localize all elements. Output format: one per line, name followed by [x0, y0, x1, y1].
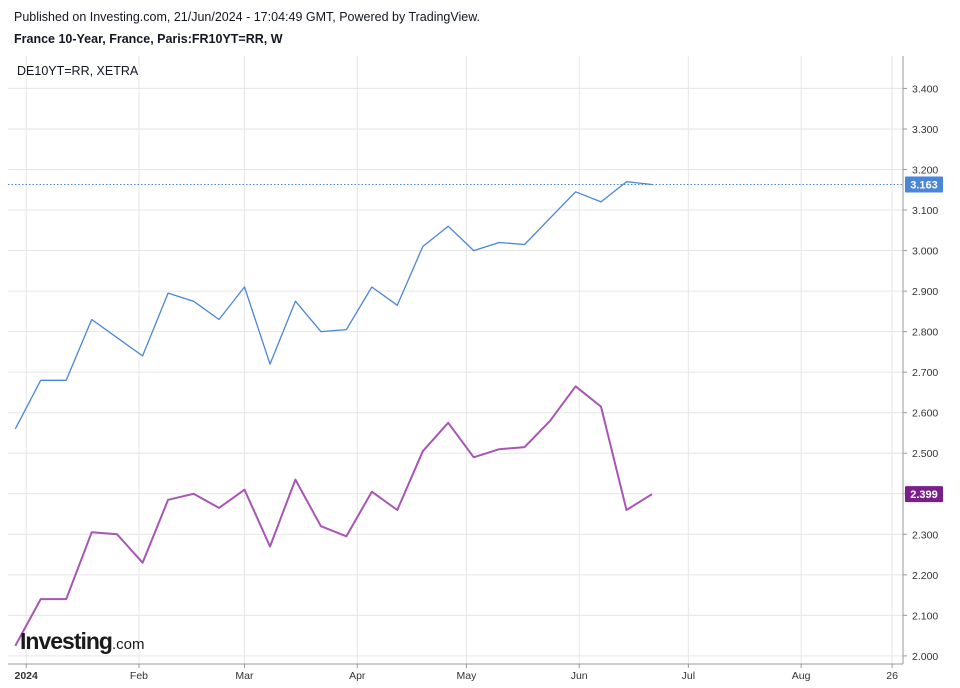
x-tick-label: Aug [792, 670, 811, 682]
x-tick-label: Apr [349, 670, 366, 682]
x-tick-label: Jun [571, 670, 588, 682]
y-tick-label: 2.700 [912, 367, 938, 379]
y-tick-label: 3.200 [912, 164, 938, 176]
last-value-tag-germany [905, 486, 943, 503]
legend-series: DE10YT=RR, XETRA [17, 64, 139, 78]
y-tick-label: 2.500 [912, 448, 938, 460]
y-tick-label: 3.400 [912, 83, 938, 95]
y-tick-label: 2.200 [912, 570, 938, 582]
x-tick-label: May [456, 670, 477, 682]
chart-title: France 10-Year, France, Paris:FR10YT=RR,… [14, 32, 283, 46]
x-tick-label: Jul [682, 670, 695, 682]
y-tick-label: 3.000 [912, 246, 938, 258]
axes: 2.0002.1002.2002.3002.4002.5002.6002.700… [8, 56, 938, 682]
y-tick-label: 2.600 [912, 408, 938, 420]
x-tick-label: 26 [886, 670, 898, 682]
x-tick-label: Mar [235, 670, 254, 682]
y-tick-label: 2.000 [912, 651, 938, 663]
series-line-france [14, 181, 653, 430]
grid-lines [8, 56, 903, 664]
y-tick-label: 3.100 [912, 205, 938, 217]
y-tick-label: 2.800 [912, 327, 938, 339]
x-tick-label: 2024 [15, 670, 39, 682]
logo-main-text: Investing [20, 628, 113, 654]
y-tick-label: 3.300 [912, 124, 938, 136]
y-tick-label: 2.300 [912, 529, 938, 541]
logo-suffix-text: .com [111, 636, 145, 653]
investing-logo: Investing.com [20, 628, 144, 655]
y-tick-label: 2.100 [912, 610, 938, 622]
last-value-label-germany: 2.399 [910, 489, 938, 501]
price-tags: 3.163 2.399 [905, 176, 943, 503]
x-tick-label: Feb [130, 670, 148, 682]
series-line-germany [14, 385, 653, 647]
last-value-tag-france [905, 176, 943, 193]
y-tick-label: 2.900 [912, 286, 938, 298]
last-value-label-france: 3.163 [910, 179, 938, 191]
published-caption: Published on Investing.com, 21/Jun/2024 … [14, 10, 481, 24]
series-layer [8, 181, 903, 647]
